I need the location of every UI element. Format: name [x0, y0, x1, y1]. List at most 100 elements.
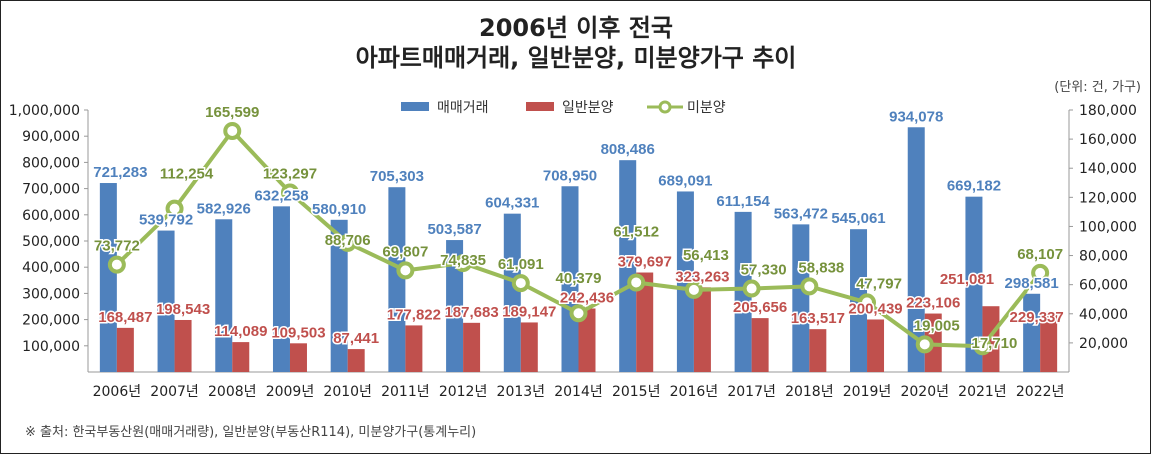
line-marker — [454, 254, 473, 273]
line-marker — [800, 277, 819, 296]
data-label-일반분양: 200,439 — [848, 300, 902, 317]
bar-매매거래 — [157, 230, 175, 372]
bar-일반분양 — [289, 343, 307, 372]
left-tick-label: 700,000 — [22, 182, 80, 198]
bar-일반분양 — [463, 322, 481, 372]
data-label-매매거래: 721,283 — [93, 164, 147, 181]
data-label-매매거래: 545,061 — [831, 210, 885, 227]
left-tick-label: 100,000 — [22, 339, 80, 355]
bar-매매거래 — [503, 213, 521, 372]
bar-매매거래 — [965, 196, 983, 372]
bar-매매거래 — [272, 206, 290, 372]
bar-일반분양 — [578, 308, 596, 372]
line-marker — [107, 255, 126, 274]
bar-일반분양 — [693, 287, 711, 372]
right-tick-label: 180,000 — [1079, 103, 1137, 119]
bar-일반분양 — [232, 342, 250, 372]
data-label-매매거래: 580,910 — [312, 201, 366, 218]
x-tick-label: 2006년 — [93, 384, 142, 400]
bar-매매거래 — [907, 127, 925, 372]
x-tick-label: 2008년 — [208, 384, 257, 400]
bar-일반분양 — [867, 319, 885, 372]
bar-매매거래 — [388, 187, 406, 372]
left-tick-label: 300,000 — [22, 286, 80, 302]
data-label-일반분양: 242,436 — [560, 289, 614, 306]
x-tick-label: 2010년 — [323, 384, 372, 400]
x-tick-label: 2020년 — [900, 384, 949, 400]
bar-일반분양 — [405, 325, 423, 372]
data-label-미분양: 47,797 — [856, 275, 902, 292]
x-tick-label: 2016년 — [670, 384, 719, 400]
line-marker — [684, 280, 703, 299]
data-label-미분양: 73,772 — [94, 238, 140, 255]
data-label-미분양: 57,330 — [741, 262, 787, 279]
data-label-일반분양: 189,147 — [502, 303, 556, 320]
left-tick-label: 400,000 — [22, 260, 80, 276]
x-tick-label: 2018년 — [785, 384, 834, 400]
data-label-미분양: 123,297 — [263, 166, 317, 183]
data-label-미분양: 56,413 — [683, 247, 729, 264]
line-marker — [627, 273, 646, 292]
data-label-일반분양: 163,517 — [791, 310, 845, 327]
x-tick-label: 2009년 — [266, 384, 315, 400]
data-label-매매거래: 669,182 — [947, 178, 1001, 195]
bar-일반분양 — [751, 318, 769, 372]
data-label-일반분양: 229,337 — [1010, 309, 1064, 326]
data-label-미분양: 17,710 — [971, 335, 1017, 352]
data-label-매매거래: 503,587 — [427, 221, 481, 238]
bar-일반분양 — [636, 272, 654, 372]
x-tick-label: 2014년 — [554, 384, 603, 400]
data-label-미분양: 88,706 — [325, 232, 371, 249]
legend-label: 일반분양 — [562, 100, 614, 116]
chart-title-line: 2006년 이후 전국 — [479, 14, 673, 42]
right-tick-label: 140,000 — [1079, 161, 1137, 177]
bar-일반분양 — [174, 319, 192, 372]
x-tick-label: 2011년 — [381, 384, 430, 400]
data-label-미분양: 40,379 — [556, 270, 602, 287]
data-label-미분양: 61,091 — [498, 256, 544, 273]
legend-label: 미분양 — [687, 100, 726, 116]
chart-title-line: 아파트매매거래, 일반분양, 미분양가구 추이 — [356, 44, 797, 72]
left-tick-label: 500,000 — [22, 234, 80, 250]
line-marker — [511, 274, 530, 293]
bar-일반분양 — [982, 306, 1000, 372]
data-label-일반분양: 379,697 — [618, 254, 672, 271]
data-label-미분양: 165,599 — [205, 104, 259, 121]
data-label-매매거래: 298,581 — [1005, 275, 1059, 292]
line-marker — [973, 337, 992, 356]
x-tick-label: 2007년 — [150, 384, 199, 400]
x-tick-label: 2015년 — [612, 384, 661, 400]
left-tick-label: 800,000 — [22, 155, 80, 171]
x-tick-label: 2022년 — [1016, 384, 1065, 400]
bar-매매거래 — [734, 211, 752, 372]
data-label-미분양: 69,807 — [382, 243, 428, 260]
data-label-매매거래: 539,792 — [139, 212, 193, 229]
line-marker — [280, 183, 299, 202]
right-tick-label: 100,000 — [1079, 219, 1137, 235]
bar-일반분양 — [1040, 311, 1058, 372]
bar-일반분양 — [347, 349, 365, 372]
x-tick-label: 2013년 — [497, 384, 546, 400]
data-label-일반분양: 114,089 — [214, 323, 267, 340]
bar-매매거래 — [676, 191, 694, 372]
line-marker — [915, 335, 934, 354]
x-tick-label: 2019년 — [843, 384, 892, 400]
bar-매매거래 — [446, 240, 464, 372]
data-label-미분양: 19,005 — [914, 317, 960, 334]
data-label-매매거래: 604,331 — [485, 195, 539, 212]
data-label-일반분양: 251,081 — [940, 271, 994, 288]
line-marker — [396, 261, 415, 280]
data-label-일반분양: 187,683 — [444, 304, 498, 321]
line-marker — [338, 233, 357, 252]
data-label-일반분양: 198,543 — [156, 301, 210, 318]
bar-매매거래 — [330, 219, 348, 372]
data-label-매매거래: 705,303 — [370, 168, 424, 185]
data-label-매매거래: 563,472 — [774, 205, 828, 222]
bar-매매거래 — [619, 160, 637, 372]
data-label-일반분양: 168,487 — [98, 309, 152, 326]
data-label-매매거래: 611,154 — [716, 193, 770, 210]
line-marker — [1031, 263, 1050, 282]
bar-일반분양 — [520, 322, 538, 372]
